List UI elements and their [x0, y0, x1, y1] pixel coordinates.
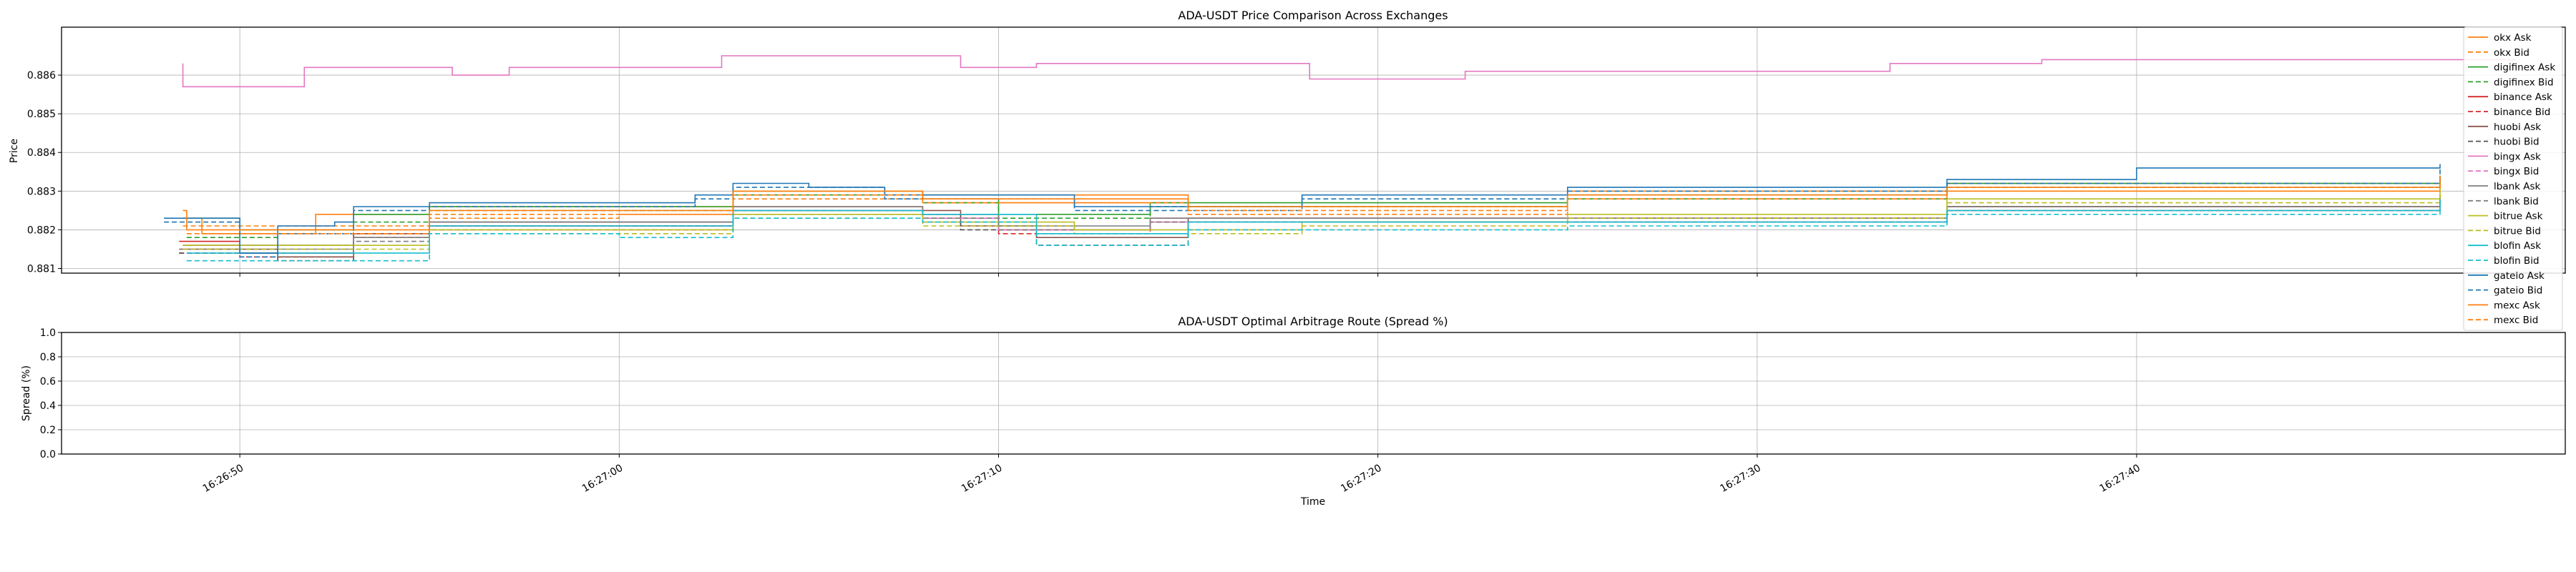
series-line-bingx-ask	[182, 55, 2517, 88]
spread-chart-title: ADA-USDT Optimal Arbitrage Route (Spread…	[1178, 315, 1448, 328]
price-chart: ADA-USDT Price Comparison Across Exchang…	[9, 9, 2566, 331]
spread-y-tick-label: 0.0	[40, 449, 56, 460]
price-chart-title: ADA-USDT Price Comparison Across Exchang…	[1178, 9, 1448, 22]
spread-axes-frame	[61, 332, 2566, 455]
price-y-tick-label: 0.883	[27, 186, 56, 197]
legend-label: mexc Bid	[2494, 315, 2538, 326]
legend-label: bingx Bid	[2494, 166, 2539, 177]
price-y-tick-label: 0.882	[27, 225, 56, 236]
legend-label: digifinex Bid	[2494, 77, 2554, 88]
legend-label: mexc Ask	[2494, 300, 2540, 311]
legend-label: bitrue Bid	[2494, 225, 2541, 237]
price-y-tick-label: 0.886	[27, 70, 56, 82]
spread-x-label: Time	[1300, 496, 1325, 508]
price-y-ticks: 0.881 0.882 0.883 0.884 0.885 0.886	[27, 70, 62, 275]
legend-label: binance Ask	[2494, 92, 2552, 103]
spread-y-ticks: 0.0 0.2 0.4 0.6 0.8 1.0	[40, 327, 62, 460]
price-axes-frame	[61, 26, 2566, 274]
legend-label: digifinex Ask	[2494, 62, 2555, 74]
legend-label: gateio Bid	[2494, 285, 2542, 297]
legend-label: bitrue Ask	[2494, 211, 2543, 222]
spread-y-label: Spread (%)	[21, 365, 32, 421]
legend-label: gateio Ask	[2494, 270, 2545, 282]
series-line-blofin-bid	[186, 202, 2441, 262]
spread-y-tick-label: 0.6	[40, 376, 56, 388]
price-y-tick-label: 0.884	[27, 147, 56, 159]
legend-label: okx Ask	[2494, 32, 2532, 44]
spread-y-tick-label: 0.2	[40, 425, 56, 436]
legend-label: blofin Ask	[2494, 240, 2541, 252]
price-legend: okx Ask okx Bid digifinex Ask digifinex Bid…	[2463, 26, 2563, 331]
series-line-mexc-bid	[186, 179, 2441, 235]
series-line-gateio-bid	[164, 167, 2441, 258]
price-y-label: Price	[9, 139, 20, 163]
legend-frame	[2463, 26, 2563, 331]
legend-label: blofin Bid	[2494, 255, 2540, 267]
price-x-ticks	[239, 273, 2137, 277]
price-series	[164, 55, 2517, 262]
price-y-tick-label: 0.881	[27, 264, 56, 275]
legend-label: lbank Ask	[2494, 181, 2541, 192]
legend-label: lbank Bid	[2494, 196, 2539, 207]
price-y-tick-label: 0.885	[27, 109, 56, 120]
legend-label: binance Bid	[2494, 107, 2550, 118]
spread-y-tick-label: 0.4	[40, 400, 56, 412]
legend-label: huobi Bid	[2494, 137, 2540, 148]
spread-y-tick-label: 0.8	[40, 352, 56, 363]
spread-y-tick-label: 1.0	[40, 327, 56, 339]
legend-label: okx Bid	[2494, 47, 2529, 59]
legend-label: bingx Ask	[2494, 151, 2541, 162]
legend-label: huobi Ask	[2494, 122, 2541, 133]
